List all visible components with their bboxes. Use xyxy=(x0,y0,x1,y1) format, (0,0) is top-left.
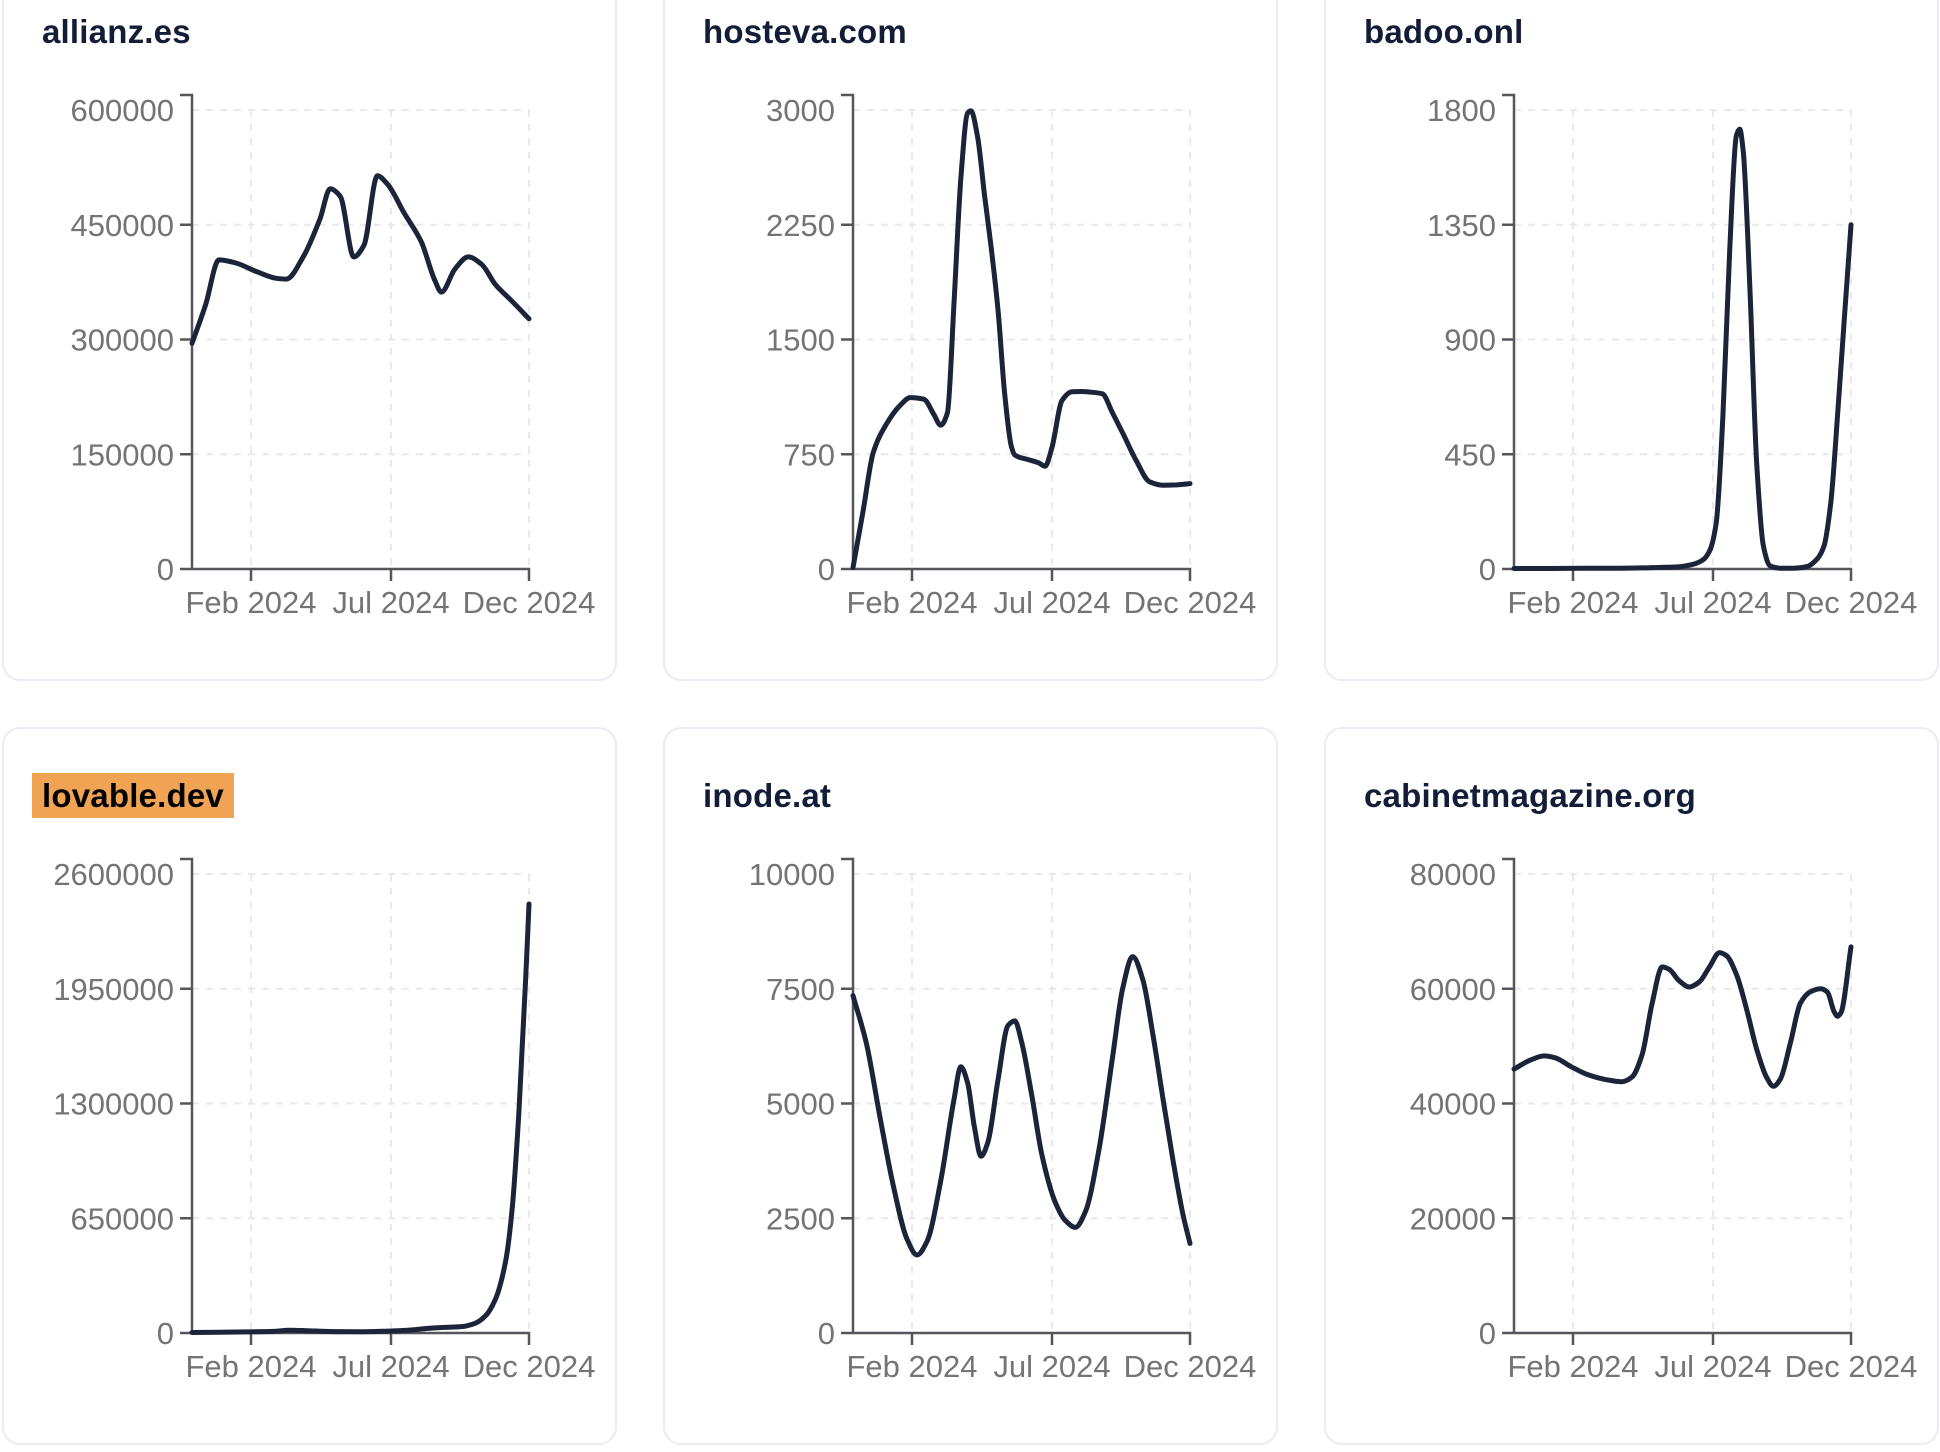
domain-title: hosteva.com xyxy=(703,13,907,50)
x-tick-label: Dec 2024 xyxy=(1785,585,1918,620)
traffic-chart: 3000 2250 1500 750 0 Feb 2024 Jul 2024 Dec 2024 xyxy=(766,93,1256,620)
y-tick-label: 1350 xyxy=(1427,208,1496,243)
y-tick-label: 0 xyxy=(1479,1316,1496,1351)
x-tick-label: Jul 2024 xyxy=(993,585,1110,620)
y-tick-label: 150000 xyxy=(71,437,174,472)
traffic-chart: 10000 7500 5000 2500 0 Feb 2024 Jul 2024 Dec 20… xyxy=(749,857,1257,1384)
x-tick-label: Feb 2024 xyxy=(1508,1349,1639,1384)
axes xyxy=(841,857,1192,1345)
domain-title: badoo.onl xyxy=(1364,13,1524,50)
trend-line xyxy=(850,954,1193,1258)
axes xyxy=(180,93,531,581)
axis-labels: 600000 450000 300000 150000 0 Feb 2024 Jul 202… xyxy=(71,93,596,620)
x-tick-label: Jul 2024 xyxy=(993,1349,1110,1384)
traffic-chart: 2600000 1950000 1300000 650000 0 Feb 2024 Jul … xyxy=(53,857,595,1384)
axis-labels: 10000 7500 5000 2500 0 Feb 2024 Jul 2024 Dec 20… xyxy=(749,857,1257,1384)
x-tick-label: Dec 2024 xyxy=(463,1349,596,1384)
y-tick-label: 20000 xyxy=(1410,1201,1496,1236)
gridlines xyxy=(853,109,1191,569)
y-tick-label: 0 xyxy=(818,552,835,587)
domain-title: cabinetmagazine.org xyxy=(1364,777,1697,814)
y-tick-label: 40000 xyxy=(1410,1087,1496,1122)
y-tick-label: 0 xyxy=(1479,552,1496,587)
y-tick-label: 0 xyxy=(157,552,174,587)
axes xyxy=(1502,93,1853,581)
chart-card[interactable]: allianz.es 600000 450000 300000 150000 0 Feb … xyxy=(2,0,617,681)
domain-title: allianz.es xyxy=(42,13,191,50)
x-tick-label: Dec 2024 xyxy=(1124,585,1257,620)
trend-line xyxy=(1511,126,1854,571)
axis-labels: 3000 2250 1500 750 0 Feb 2024 Jul 2024 Dec 2024 xyxy=(766,93,1256,620)
axis-labels: 1800 1350 900 450 0 Feb 2024 Jul 2024 Dec 2024 xyxy=(1427,93,1917,620)
gridlines xyxy=(853,873,1191,1333)
traffic-chart: 1800 1350 900 450 0 Feb 2024 Jul 2024 Dec 2024 xyxy=(1427,93,1917,620)
axes xyxy=(1502,857,1853,1345)
x-tick-label: Feb 2024 xyxy=(847,1349,978,1384)
gridlines xyxy=(1514,109,1852,569)
domain-title-highlighted: lovable.dev xyxy=(32,773,234,818)
y-tick-label: 450 xyxy=(1444,437,1496,472)
y-tick-label: 0 xyxy=(157,1316,174,1351)
domain-title: inode.at xyxy=(703,777,832,814)
axes xyxy=(841,93,1192,581)
trend-line xyxy=(189,901,532,1335)
x-tick-label: Feb 2024 xyxy=(1508,585,1639,620)
x-tick-label: Dec 2024 xyxy=(1124,1349,1257,1384)
y-tick-label: 450000 xyxy=(71,208,174,243)
gridlines xyxy=(192,873,530,1333)
axes xyxy=(180,857,531,1345)
traffic-chart: 80000 60000 40000 20000 0 Feb 2024 Jul 2024 Dec… xyxy=(1410,857,1918,1384)
chart-card[interactable]: cabinetmagazine.org 80000 60000 40000 20000… xyxy=(1324,727,1939,1445)
y-tick-label: 60000 xyxy=(1410,972,1496,1007)
axis-labels: 80000 60000 40000 20000 0 Feb 2024 Jul 2024 Dec… xyxy=(1410,857,1918,1384)
gridlines xyxy=(1514,873,1852,1333)
x-tick-label: Feb 2024 xyxy=(186,585,317,620)
y-tick-label: 2500 xyxy=(766,1201,835,1236)
y-tick-label: 0 xyxy=(818,1316,835,1351)
chart-card[interactable]: lovable.dev 2600000 1950000 1300000 650000 0… xyxy=(2,727,617,1445)
trend-line xyxy=(189,173,532,346)
gridlines xyxy=(192,109,530,569)
y-tick-label: 750 xyxy=(783,437,835,472)
y-tick-label: 1500 xyxy=(766,323,835,358)
chart-card[interactable]: inode.at 10000 7500 5000 2500 0 Feb 2024 Jul 2… xyxy=(663,727,1278,1445)
axis-labels: 2600000 1950000 1300000 650000 0 Feb 2024 Jul … xyxy=(53,857,595,1384)
y-tick-label: 5000 xyxy=(766,1087,835,1122)
chart-card[interactable]: hosteva.com 3000 2250 1500 750 0 Feb 2024 Jul … xyxy=(663,0,1278,681)
x-tick-label: Feb 2024 xyxy=(847,585,978,620)
trend-line xyxy=(850,108,1193,570)
y-tick-label: 900 xyxy=(1444,323,1496,358)
y-tick-label: 600000 xyxy=(71,93,174,128)
x-tick-label: Dec 2024 xyxy=(463,585,596,620)
x-tick-label: Jul 2024 xyxy=(1654,1349,1771,1384)
y-tick-label: 2600000 xyxy=(53,857,174,892)
x-tick-label: Dec 2024 xyxy=(1785,1349,1918,1384)
y-tick-label: 80000 xyxy=(1410,857,1496,892)
y-tick-label: 7500 xyxy=(766,972,835,1007)
y-tick-label: 300000 xyxy=(71,323,174,358)
trend-line xyxy=(1511,944,1854,1089)
y-tick-label: 3000 xyxy=(766,93,835,128)
y-tick-label: 650000 xyxy=(71,1201,174,1236)
y-tick-label: 1950000 xyxy=(53,972,174,1007)
chart-card[interactable]: badoo.onl 1800 1350 900 450 0 Feb 2024 Jul 202… xyxy=(1324,0,1939,681)
x-tick-label: Feb 2024 xyxy=(186,1349,317,1384)
y-tick-label: 1800 xyxy=(1427,93,1496,128)
y-tick-label: 10000 xyxy=(749,857,835,892)
x-tick-label: Jul 2024 xyxy=(332,1349,449,1384)
traffic-chart: 600000 450000 300000 150000 0 Feb 2024 Jul 202… xyxy=(71,93,596,620)
x-tick-label: Jul 2024 xyxy=(332,585,449,620)
y-tick-label: 2250 xyxy=(766,208,835,243)
y-tick-label: 1300000 xyxy=(53,1087,174,1122)
x-tick-label: Jul 2024 xyxy=(1654,585,1771,620)
